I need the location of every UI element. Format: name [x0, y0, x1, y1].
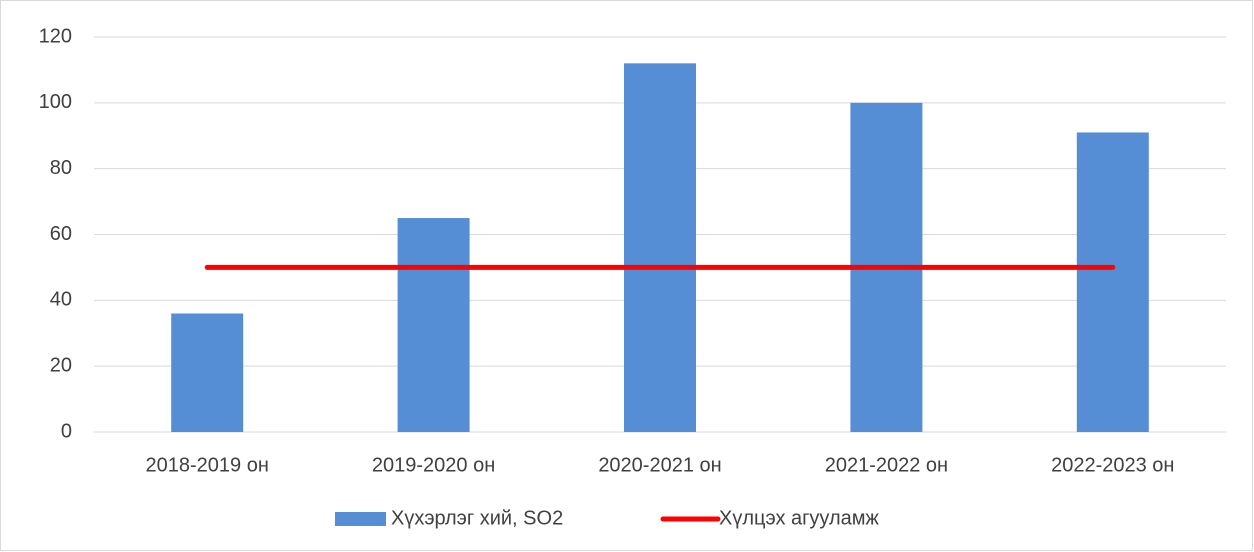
- bar: [171, 313, 244, 432]
- x-tick-label: 2021-2022 он: [825, 454, 948, 476]
- bar: [624, 63, 696, 432]
- y-tick-label: 20: [50, 354, 72, 376]
- bar: [1076, 132, 1149, 433]
- legend-label: Хүхэрлэг хий, SO2: [391, 507, 563, 529]
- x-tick-label: 2020-2021 он: [598, 454, 721, 476]
- y-tick-label: 80: [50, 157, 72, 179]
- y-tick-label: 120: [39, 25, 72, 47]
- y-tick-label: 60: [50, 223, 72, 245]
- x-tick-label: 2018-2019 он: [146, 454, 269, 476]
- x-tick-label: 2022-2023 он: [1051, 454, 1174, 476]
- y-tick-label: 40: [50, 289, 72, 311]
- legend-label: Хүлцэх агууламж: [719, 507, 880, 529]
- y-tick-label: 0: [61, 420, 72, 442]
- legend-swatch: [335, 512, 386, 526]
- bar: [397, 218, 470, 432]
- x-tick-label: 2019-2020 он: [372, 454, 495, 476]
- y-tick-label: 100: [39, 91, 72, 113]
